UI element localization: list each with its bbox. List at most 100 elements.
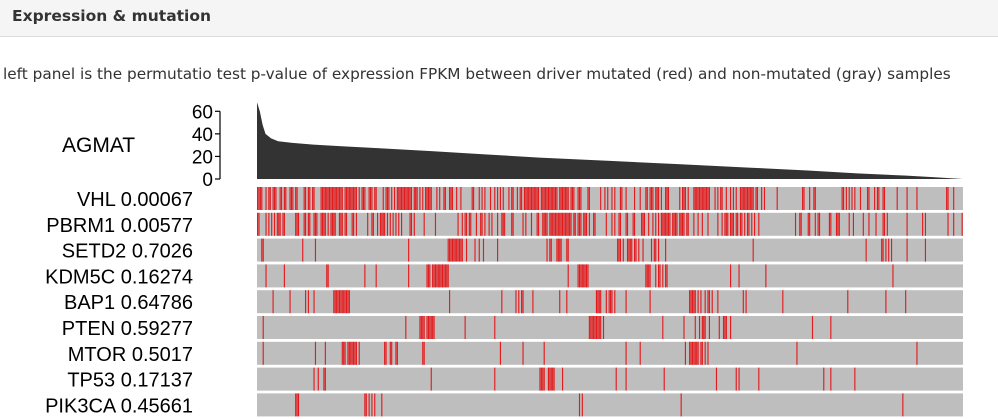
mutation-mark [680,393,682,417]
mutation-mark [465,212,468,236]
mutation-mark [902,393,904,417]
mutation-mark [554,212,557,236]
mutation-mark [581,264,583,288]
gene-pvalue: 0.5017 [132,344,193,366]
mutation-mark [464,316,466,339]
mutation-mark [614,187,616,210]
mutation-mark [598,316,600,339]
mutation-mark [704,290,706,314]
mutation-mark [577,264,579,288]
mutation-mark [401,212,403,236]
mutation-mark [730,187,732,210]
gene-pvalue: 0.17137 [121,370,193,392]
mutation-mark [835,212,838,236]
mutation-mark [532,187,534,210]
mutation-mark [848,212,850,236]
mutation-mark [434,264,437,288]
mutation-mark [426,316,428,339]
mutation-mark [628,238,630,262]
mutation-mark [450,238,452,262]
mutation-mark [262,238,264,262]
mutation-mark [265,264,267,288]
mutation-mark [586,212,588,236]
mutation-mark [662,316,664,339]
mutation-mark [739,212,742,236]
mutation-track-setd2 [257,238,963,262]
mutation-mark [878,187,880,210]
gene-name: VHL [77,189,121,211]
mutation-mark [842,187,845,210]
mutation-mark [499,341,501,365]
mutation-mark [605,212,607,236]
mutation-mark [296,393,298,417]
mutation-mark [282,212,284,236]
mutation-mark [345,212,348,236]
mutation-mark [420,316,422,339]
mutation-mark [851,187,853,210]
mutation-mark [423,341,425,365]
mutation-mark [847,290,849,314]
track-background [257,367,963,391]
mutation-mark [697,341,699,365]
mutation-mark [344,212,346,236]
mutation-mark [648,264,650,288]
mutation-mark [807,212,809,236]
mutation-mark [351,187,353,210]
mutation-mark [752,238,754,262]
mutation-mark [368,393,370,417]
mutation-mark [341,212,343,236]
mutation-mark [578,212,581,236]
mutation-mark [875,212,877,236]
mutation-mark [758,367,760,391]
mutation-mark [295,393,297,417]
mutation-mark [324,341,326,365]
mutation-mark [560,238,562,262]
mutation-mark [371,187,373,210]
mutation-mark [953,212,955,236]
mutation-mark [316,212,318,236]
mutation-track-kdm5c [257,264,963,288]
gene-name: SETD2 [62,241,132,263]
mutation-mark [888,238,890,262]
mutation-mark [564,212,566,236]
mutation-mark [451,187,453,210]
mutation-mark [698,187,701,210]
mutation-mark [265,212,267,236]
mutation-mark [600,316,602,339]
mutation-mark [611,290,613,314]
mutation-mark [625,341,627,365]
mutation-mark [553,212,555,236]
mutation-mark [502,187,504,210]
mutation-mark [848,187,850,210]
mutation-mark [271,212,273,236]
mutation-mark [658,187,660,210]
mutation-mark [694,341,696,365]
mutation-mark [615,367,617,391]
mutation-mark [422,316,424,339]
mutation-mark [619,187,622,210]
mutation-mark [340,212,342,236]
mutation-mark [594,212,596,236]
mutation-mark [690,341,692,365]
mutation-mark [381,212,383,236]
mutation-mark [364,187,366,210]
mutation-mark [258,187,260,210]
mutation-mark [283,212,285,236]
mutation-mark [550,238,552,262]
mutation-mark [905,290,907,314]
mutation-mark [742,187,744,210]
mutation-mark [862,212,864,236]
mutation-mark [461,238,463,262]
mutation-mark [626,238,629,262]
mutation-mark [662,212,664,236]
mutation-mark [587,264,589,288]
mutation-mark [521,290,523,314]
mutation-mark [696,187,698,210]
mutation-mark [408,238,410,262]
mutation-mark [550,367,552,391]
mutation-mark [522,341,524,365]
mutation-mark [543,367,545,391]
mutation-mark [567,238,569,262]
mutation-mark [595,316,598,339]
mutation-mark [353,341,355,365]
